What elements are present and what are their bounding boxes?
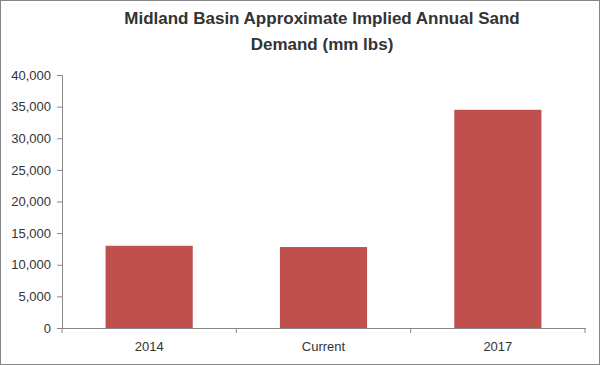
bar (106, 246, 193, 328)
x-axis-line (63, 328, 586, 329)
y-tick-mark (57, 296, 62, 297)
y-tick-mark (57, 107, 62, 108)
title-line: Midland Basin Approximate Implied Annual… (124, 9, 519, 28)
y-axis: 0 5,000 10,000 15,000 20,000 25,000 30,000 35,0… (11, 68, 62, 336)
y-tick: 35,000 (11, 99, 62, 114)
y-tick-mark (57, 75, 62, 76)
y-tick-label: 5,000 (18, 289, 51, 304)
y-tick: 0 (44, 321, 62, 336)
x-tick-label: 2017 (483, 339, 512, 354)
x-boundary-tick (585, 328, 586, 333)
y-tick-mark (57, 328, 62, 329)
chart-frame (1, 1, 600, 365)
x-tick: 2014 (135, 328, 164, 354)
y-tick-label: 30,000 (11, 131, 51, 146)
y-tick-label: 25,000 (11, 163, 51, 178)
y-tick-label: 20,000 (11, 194, 51, 209)
y-tick-label: 15,000 (11, 226, 51, 241)
y-tick: 15,000 (11, 226, 62, 241)
y-tick: 30,000 (11, 131, 62, 146)
y-tick: 10,000 (11, 257, 62, 272)
x-tick: Current (302, 328, 346, 354)
x-boundary-tick (236, 328, 237, 333)
y-tick-mark (57, 202, 62, 203)
x-tick-label: 2014 (135, 339, 164, 354)
y-tick: 25,000 (11, 163, 62, 178)
y-axis-line (57, 76, 63, 329)
y-tick-mark (57, 170, 62, 171)
x-tick: 2017 (483, 328, 512, 354)
x-axis: 2014 Current 2017 (62, 328, 586, 354)
y-tick: 5,000 (18, 289, 62, 304)
y-tick-label: 40,000 (11, 68, 51, 83)
title-line: Demand (mm lbs) (251, 35, 394, 54)
y-tick-label: 35,000 (11, 99, 51, 114)
y-tick: 40,000 (11, 68, 62, 83)
y-tick-mark (57, 233, 62, 234)
y-tick-label: 0 (44, 321, 51, 336)
title: Midland Basin Approximate Implied Annual… (124, 9, 519, 54)
chart: Midland Basin Approximate Implied Annual… (0, 0, 600, 365)
x-boundary-tick (410, 328, 411, 333)
x-boundary-ticks (62, 328, 585, 333)
x-boundary-tick (62, 328, 63, 333)
y-tick-mark (57, 138, 62, 139)
bars (106, 110, 542, 328)
x-tick-label: Current (302, 339, 346, 354)
y-tick-label: 10,000 (11, 257, 51, 272)
plot: 0 5,000 10,000 15,000 20,000 25,000 30,000 35,0… (11, 68, 585, 355)
y-tick: 20,000 (11, 194, 62, 209)
bar (454, 110, 541, 328)
bar (280, 247, 367, 328)
y-tick-mark (57, 265, 62, 266)
